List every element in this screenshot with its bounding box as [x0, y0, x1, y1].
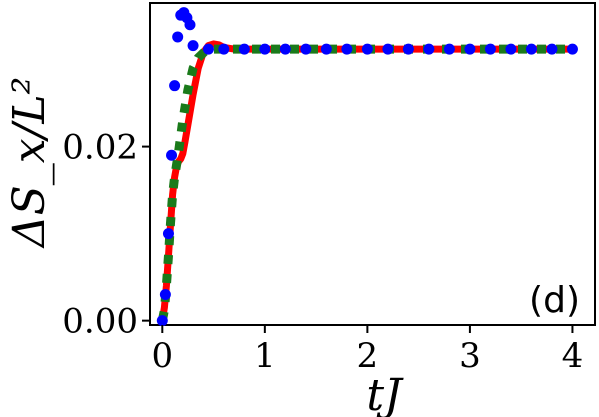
series-point-blue	[443, 43, 455, 55]
x-axis-label-text: tJ	[366, 370, 404, 417]
series-point-blue	[341, 43, 353, 55]
series-layer	[156, 7, 578, 327]
y-tick-label: 0.02	[62, 128, 138, 168]
series-line-green-dashed	[157, 44, 573, 322]
series-point-blue	[566, 43, 578, 55]
y-ticks: 0.00 0.02	[62, 128, 150, 342]
series-point-blue	[172, 31, 184, 43]
x-tick-label: 1	[254, 336, 276, 376]
series-point-blue	[184, 19, 196, 31]
series-point-blue	[187, 40, 199, 52]
x-ticks: 0 1 2 3 4	[151, 325, 583, 376]
series-point-blue	[238, 43, 250, 55]
series-point-blue	[166, 149, 178, 161]
series-point-blue	[218, 43, 230, 55]
y-axis-label-text: ΔS_x/L²	[4, 77, 55, 249]
series-point-blue	[320, 43, 332, 55]
series-point-blue	[484, 43, 496, 55]
series-point-blue	[162, 228, 174, 240]
x-axis-label: tJ	[366, 370, 404, 417]
series-point-blue	[159, 289, 171, 301]
series-point-blue	[202, 43, 214, 55]
series-line-red	[158, 40, 576, 325]
x-tick-label: 2	[357, 336, 379, 376]
series-point-blue	[361, 43, 373, 55]
series-point-blue	[525, 43, 537, 55]
series-point-blue	[423, 43, 435, 55]
series-point-blue	[464, 43, 476, 55]
series-point-blue	[546, 43, 558, 55]
x-tick-label: 4	[562, 336, 584, 376]
series-point-blue	[169, 80, 181, 92]
series-point-blue	[300, 43, 312, 55]
series-point-blue	[402, 43, 414, 55]
y-axis-label: ΔS_x/L²	[4, 77, 55, 249]
series-point-blue	[505, 43, 517, 55]
series-point-blue	[156, 315, 168, 327]
y-tick-label: 0.00	[62, 302, 138, 342]
series-point-blue	[279, 43, 291, 55]
plot-frame	[149, 2, 596, 326]
series-point-blue	[259, 43, 271, 55]
series-point-blue	[382, 43, 394, 55]
x-tick-label: 3	[459, 336, 481, 376]
x-tick-label: 0	[151, 336, 173, 376]
panel-label: (d)	[529, 280, 580, 321]
